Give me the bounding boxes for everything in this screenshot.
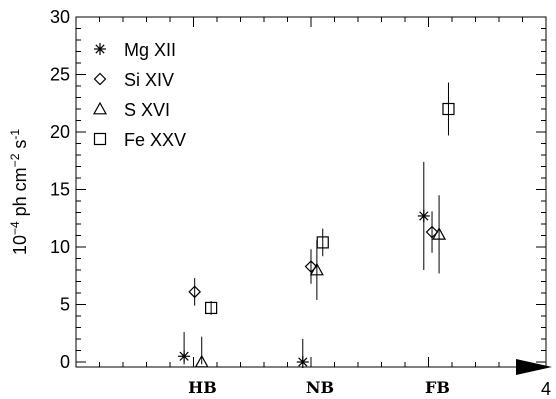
data-points [178, 82, 455, 368]
data-point-diamond [304, 260, 318, 273]
legend-marker-triangle [92, 101, 108, 115]
data-point-triangle [194, 354, 209, 368]
y-tick-label: 15 [50, 180, 70, 200]
legend-label: Fe XXV [124, 130, 186, 150]
legend: Mg XII Si XIV S XVI Fe XXV [92, 40, 186, 150]
data-point-triangle [432, 227, 447, 240]
data-point-asterisk [296, 356, 309, 368]
y-axis-title: 10−4 ph cm−2 s-1 [8, 129, 30, 255]
data-point-square [316, 236, 329, 249]
legend-label: Si XIV [124, 70, 174, 90]
legend-label: Mg XII [124, 40, 176, 60]
data-point-square [205, 301, 218, 315]
data-point-asterisk [417, 209, 430, 222]
y-tick-label: 25 [50, 65, 70, 85]
x-axis-end-label: 4 [541, 379, 551, 399]
y-tick-label: 20 [50, 122, 70, 142]
y-tick-label: 5 [60, 295, 70, 315]
data-point-diamond [425, 225, 439, 239]
y-tick-label: 10 [50, 237, 70, 257]
legend-marker-asterisk [94, 43, 106, 55]
y-tick-label: 30 [50, 7, 70, 27]
legend-label: S XVI [124, 100, 170, 120]
legend-marker-diamond [93, 72, 107, 86]
y-axis: 0 5 10 15 20 25 30 [50, 7, 546, 372]
x-axis-arrow [516, 359, 552, 375]
x-axis: HB NB FB [99, 17, 523, 397]
data-point-asterisk [178, 350, 191, 363]
data-point-diamond [188, 285, 202, 299]
y-axis-label: 10−4 ph cm−2 s-1 [8, 129, 30, 255]
x-category-label: FB [425, 378, 450, 397]
x-category-label: HB [188, 378, 217, 397]
data-point-square [442, 102, 455, 116]
data-point-triangle [309, 262, 324, 276]
x-category-label: NB [306, 378, 334, 397]
y-tick-label: 0 [60, 352, 70, 372]
legend-marker-square [93, 132, 107, 146]
